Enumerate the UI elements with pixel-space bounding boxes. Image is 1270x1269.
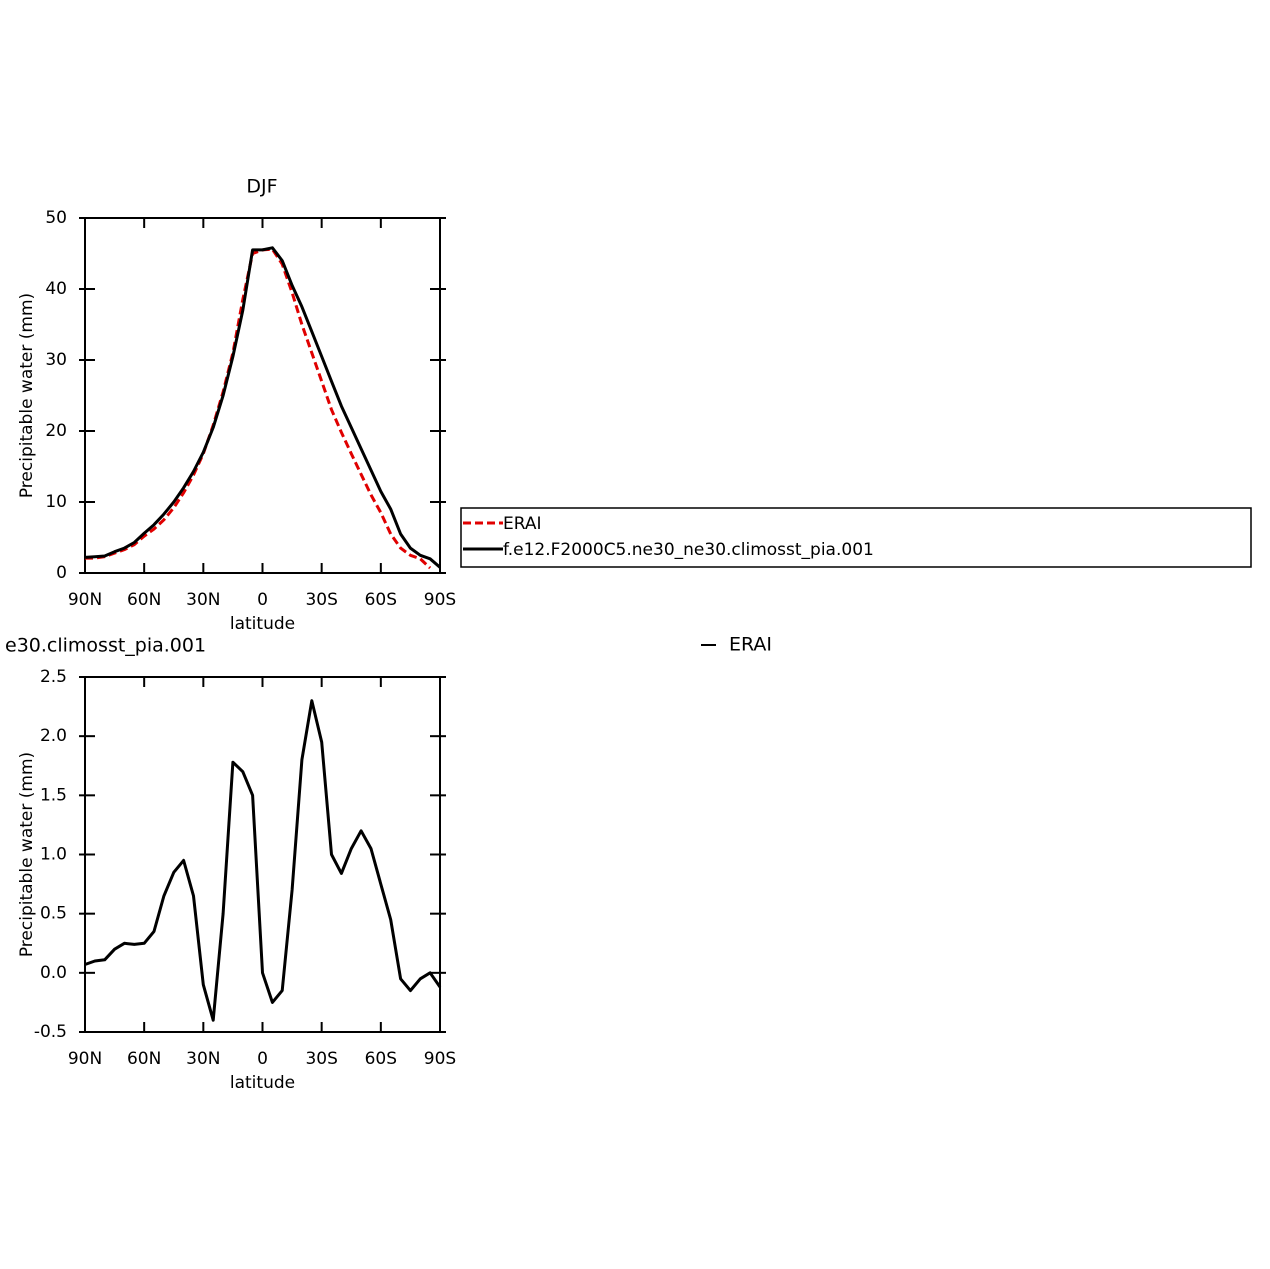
x-tick-label: 30N [186,1049,220,1069]
y-axis-label: Precipitable water (mm) [17,752,37,957]
x-tick-label: 0 [257,590,268,610]
y-tick-label: 30 [45,350,67,370]
legend-box [460,507,1252,568]
y-tick-label: 0.0 [40,963,67,983]
series-line [85,247,432,570]
y-tick-label: 0 [56,563,67,583]
y-axis-label-group: Precipitable water (mm) [17,752,37,957]
y-axis-label: Precipitable water (mm) [17,293,37,498]
y-tick-label: -0.5 [34,1022,67,1042]
y-tick-label: 0.5 [40,904,67,924]
series-line [84,699,442,1022]
x-tick-label: 60N [127,1049,161,1069]
x-tick-label: 60N [127,590,161,610]
chart-title: DJF [246,176,277,198]
x-axis-label: latitude [230,614,295,634]
x-tick-label: 30S [305,1049,337,1069]
y-tick-label: 2.5 [40,667,67,687]
series-line [84,246,441,569]
y-tick-label: 20 [45,421,67,441]
y-tick-label: 2.0 [40,726,67,746]
x-tick-label: 30N [186,590,220,610]
x-tick-label: 60S [365,1049,397,1069]
x-tick-label: 90S [424,590,456,610]
legend-label: ERAI [729,634,772,656]
y-tick-label: 10 [45,492,67,512]
plot-frame [84,217,441,574]
x-tick-label: 90S [424,1049,456,1069]
legend-label: ERAI [503,514,542,534]
legend-label: f.e12.F2000C5.ne30_ne30.climosst_pia.001 [503,540,874,560]
plot-frame [84,676,441,1033]
x-tick-label: 60S [365,590,397,610]
y-tick-label: 1.5 [40,785,67,805]
x-axis-label: latitude [230,1073,295,1093]
x-tick-label: 90N [68,590,102,610]
chart-title: e30.climosst_pia.001 [5,635,206,657]
y-tick-label: 50 [45,208,67,228]
x-tick-label: 30S [305,590,337,610]
y-tick-label: 1.0 [40,845,67,865]
y-tick-label: 40 [45,279,67,299]
x-tick-label: 90N [68,1049,102,1069]
x-tick-label: 0 [257,1049,268,1069]
